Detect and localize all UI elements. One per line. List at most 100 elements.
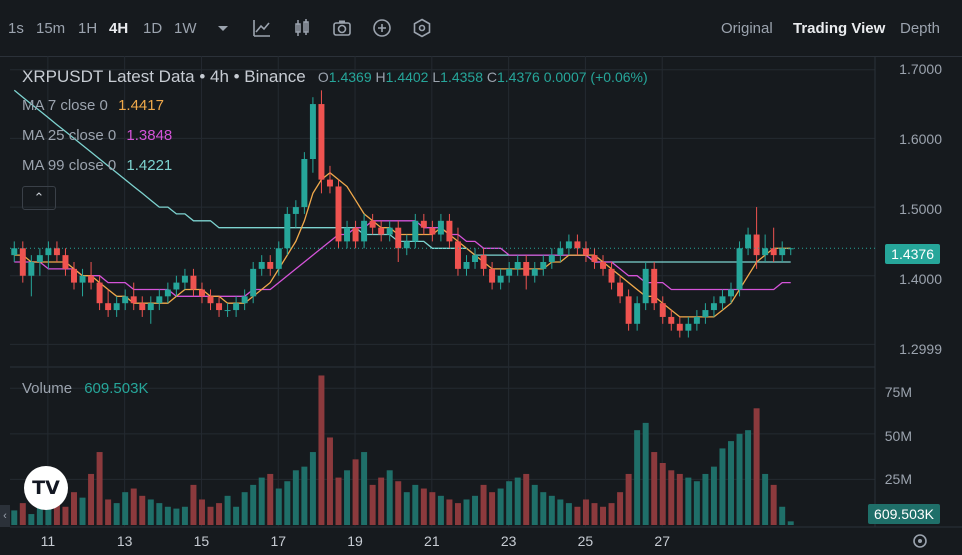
- volume-bar: [258, 477, 265, 525]
- settings-gear-icon[interactable]: [910, 531, 930, 551]
- timeframe-15m[interactable]: 15m: [36, 20, 66, 37]
- x-tick-label: 27: [654, 533, 670, 549]
- timeframe-1d[interactable]: 1D: [143, 20, 163, 37]
- candle-body: [386, 227, 393, 235]
- price-tick-1299: 1.2999: [899, 341, 942, 357]
- volume-bar: [659, 463, 666, 525]
- timeframe-1w[interactable]: 1W: [174, 20, 197, 37]
- volume-bar: [412, 484, 419, 525]
- volume-bar: [45, 508, 52, 525]
- view-depth[interactable]: Depth: [900, 20, 941, 37]
- collapse-legend-button[interactable]: ⌃: [22, 186, 56, 210]
- volume-bar: [164, 506, 171, 525]
- candle-body: [233, 303, 240, 311]
- price-tick-1700: 1.7000: [899, 61, 942, 77]
- candle-body: [45, 248, 52, 256]
- ma25-legend[interactable]: MA 25 close 0 1.3848: [22, 127, 173, 144]
- volume-bar: [301, 466, 308, 525]
- camera-icon[interactable]: [332, 18, 352, 38]
- candle-body: [361, 220, 368, 242]
- view-trading-view[interactable]: Trading View: [793, 20, 886, 37]
- volume-bar: [139, 495, 146, 525]
- volume-bar: [548, 495, 555, 525]
- candle-body: [463, 262, 470, 269]
- candle-body: [181, 275, 188, 283]
- candle-body: [258, 262, 265, 269]
- volume-bar: [787, 521, 794, 525]
- volume-bar: [224, 495, 231, 525]
- timeframe-4h[interactable]: 4H: [109, 20, 129, 37]
- volume-bar: [147, 499, 154, 525]
- view-original[interactable]: Original: [721, 20, 773, 37]
- dropdown-caret-icon[interactable]: [213, 18, 233, 38]
- volume-bar: [233, 506, 240, 525]
- x-tick-label: 19: [347, 533, 363, 549]
- volume-bar: [540, 492, 547, 525]
- candle-body: [753, 234, 760, 256]
- volume-bar: [770, 484, 777, 525]
- x-tick-label: 15: [193, 533, 210, 549]
- volume-bar: [130, 488, 137, 525]
- volume-bar: [617, 492, 624, 525]
- candle-body: [190, 275, 197, 290]
- price-tick-1400: 1.4000: [899, 271, 942, 287]
- candle-body: [198, 289, 205, 297]
- volume-bar: [429, 492, 436, 525]
- volume-bar: [79, 497, 86, 525]
- ma99-legend[interactable]: MA 99 close 0 1.4221: [22, 157, 173, 174]
- candle-body: [147, 303, 154, 311]
- volume-bar: [275, 488, 282, 525]
- candle-body: [96, 282, 103, 304]
- timeframe-1s[interactable]: 1s: [8, 20, 24, 37]
- candle-body: [762, 248, 769, 256]
- price-tick-1600: 1.6000: [899, 131, 942, 147]
- volume-bar: [745, 430, 752, 525]
- candle-body: [130, 296, 137, 304]
- volume-bar: [156, 503, 163, 525]
- candle-body: [292, 207, 299, 214]
- timeframe-1h[interactable]: 1H: [78, 20, 98, 37]
- volume-bar: [173, 508, 180, 525]
- candle-body: [437, 220, 444, 235]
- volume-bar: [113, 503, 120, 525]
- candle-body: [540, 262, 547, 269]
- ohlc-readout: O1.4369 H1.4402 L1.4358 C1.4376 0.0007 (…: [317, 69, 648, 85]
- volume-bar: [531, 484, 538, 525]
- volume-bar: [36, 506, 43, 525]
- candle-body: [369, 220, 376, 228]
- volume-bar: [352, 459, 359, 525]
- candle-body: [352, 227, 359, 242]
- x-tick-label: 13: [116, 533, 133, 549]
- candles: [11, 90, 794, 338]
- candle-body: [62, 255, 69, 269]
- chart-toolbar: 1s 15m 1H 4H 1D 1W Original Trading View…: [0, 0, 962, 57]
- candles-icon[interactable]: [292, 18, 312, 38]
- last-price-tag: 1.4376: [885, 244, 940, 264]
- candle-body: [36, 255, 43, 262]
- candle-body: [659, 303, 666, 317]
- volume-bar: [625, 473, 632, 525]
- candle-body: [11, 248, 18, 256]
- volume-bar: [11, 510, 18, 525]
- volume-bar: [506, 481, 513, 525]
- candle-body: [301, 159, 308, 208]
- volume-bar: [497, 488, 504, 525]
- candle-body: [139, 303, 146, 311]
- volume-bar: [608, 503, 615, 525]
- volume-bar: [446, 499, 453, 525]
- ma7-legend[interactable]: MA 7 close 0 1.4417: [22, 97, 164, 114]
- add-indicator-icon[interactable]: [372, 18, 392, 38]
- chart-style-icon[interactable]: [252, 18, 272, 38]
- candle-body: [710, 303, 717, 311]
- volume-bar: [53, 499, 60, 525]
- scroll-left-button[interactable]: ‹: [0, 505, 10, 527]
- volume-bar: [369, 484, 376, 525]
- volume-bar: [420, 488, 427, 525]
- volume-bar: [651, 452, 658, 525]
- x-tick-label: 11: [40, 533, 56, 549]
- candle-body: [531, 268, 538, 276]
- candle-body: [156, 296, 163, 304]
- volume-bars: [11, 375, 794, 525]
- settings-hexagon-icon[interactable]: [412, 18, 432, 38]
